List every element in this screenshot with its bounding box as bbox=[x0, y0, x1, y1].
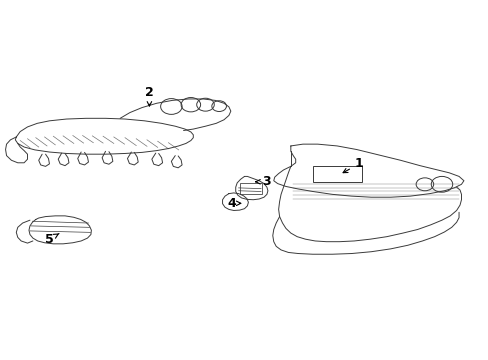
Text: 4: 4 bbox=[227, 197, 240, 210]
Bar bbox=[312, 166, 361, 182]
Text: 1: 1 bbox=[343, 157, 363, 173]
Text: 3: 3 bbox=[255, 175, 270, 188]
Text: 2: 2 bbox=[145, 86, 154, 106]
Text: 5: 5 bbox=[45, 233, 59, 246]
Bar bbox=[239, 183, 261, 194]
